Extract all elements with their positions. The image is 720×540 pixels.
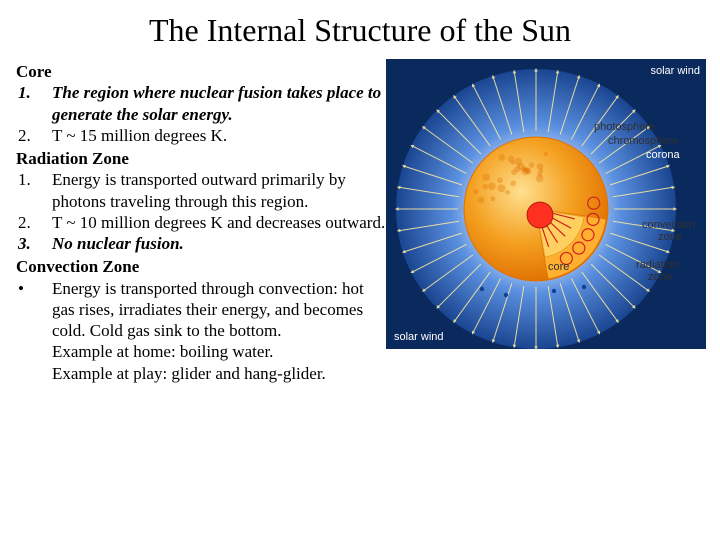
slide: The Internal Structure of the Sun Core 1…: [0, 0, 720, 540]
convection-item-1: • Energy is transported through convecti…: [16, 278, 386, 342]
radiation-item-2: 2. T ~ 10 million degrees K and decrease…: [16, 212, 386, 233]
list-marker: 3.: [16, 233, 52, 254]
list-marker: 2.: [16, 125, 52, 146]
core-item-2: 2. T ~ 15 million degrees K.: [16, 125, 386, 146]
list-marker: [16, 341, 52, 362]
list-text: Energy is transported outward primarily …: [52, 169, 386, 212]
list-marker: •: [16, 278, 52, 342]
list-marker: [16, 363, 52, 384]
core-heading: Core: [16, 61, 386, 82]
list-text: T ~ 10 million degrees K and decreases o…: [52, 212, 386, 233]
label-core: core: [548, 261, 569, 273]
list-text: The region where nuclear fusion takes pl…: [52, 82, 386, 125]
convection-item-2: Example at home: boiling water.: [16, 341, 386, 362]
list-text: No nuclear fusion.: [52, 233, 386, 254]
convection-item-3: Example at play: glider and hang-glider.: [16, 363, 386, 384]
list-marker: 2.: [16, 212, 52, 233]
radiation-item-3: 3. No nuclear fusion.: [16, 233, 386, 254]
core-item-1: 1. The region where nuclear fusion takes…: [16, 82, 386, 125]
radiation-item-1: 1. Energy is transported outward primari…: [16, 169, 386, 212]
sun-diagram: solar wind solar wind photosphere chromo…: [386, 59, 706, 349]
text-column: Core 1. The region where nuclear fusion …: [16, 59, 386, 384]
label-photosphere: photosphere: [594, 121, 655, 133]
convection-heading: Convection Zone: [16, 256, 386, 277]
sun-diagram-svg: [386, 59, 706, 349]
page-title: The Internal Structure of the Sun: [0, 0, 720, 59]
label-radiation-a: radiation: [636, 259, 678, 271]
label-solar-wind-top: solar wind: [650, 65, 700, 77]
label-radiation-b: zone: [648, 271, 672, 283]
list-marker: 1.: [16, 82, 52, 125]
list-text: Energy is transported through convection…: [52, 278, 386, 342]
label-corona: corona: [646, 149, 680, 161]
diagram-column: solar wind solar wind photosphere chromo…: [386, 59, 704, 384]
label-chromosphere: chromosphere: [608, 135, 678, 147]
label-convection-a: convection: [642, 219, 695, 231]
radiation-heading: Radiation Zone: [16, 148, 386, 169]
list-text: Example at home: boiling water.: [52, 341, 386, 362]
list-marker: 1.: [16, 169, 52, 212]
list-text: Example at play: glider and hang-glider.: [52, 363, 386, 384]
label-solar-wind-bottom: solar wind: [394, 331, 444, 343]
list-text: T ~ 15 million degrees K.: [52, 125, 386, 146]
label-convection-b: zone: [658, 231, 682, 243]
content-row: Core 1. The region where nuclear fusion …: [0, 59, 720, 384]
